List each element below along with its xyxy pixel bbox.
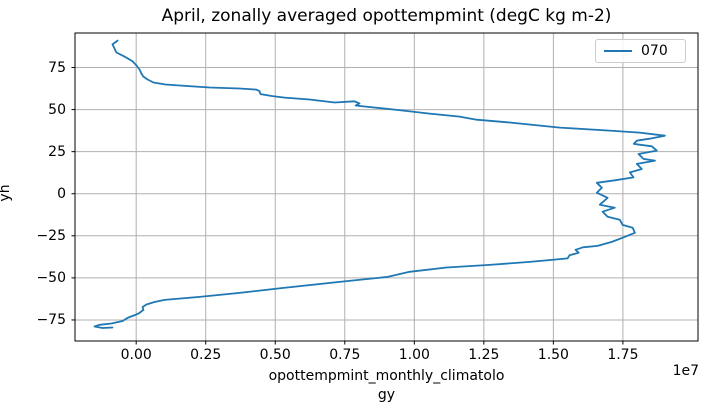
legend-entry-label: 070 — [641, 43, 668, 59]
x-tick-label: 1.25 — [468, 347, 500, 363]
x-tick-label: 0.50 — [259, 347, 291, 363]
x-axis-label-line1: opottempmint_monthly_climatolo — [268, 368, 505, 384]
x-tick-label: 0.75 — [329, 347, 361, 363]
x-tick-label: 1.00 — [398, 347, 430, 363]
x-tick-label: 0.25 — [190, 347, 222, 363]
y-tick-label: 75 — [48, 59, 66, 76]
y-tick-label: 50 — [48, 101, 66, 118]
y-tick-label: −25 — [36, 227, 66, 244]
y-tick-label: −50 — [36, 269, 66, 286]
y-tick-label: −75 — [36, 311, 66, 328]
y-tick-label: 0 — [57, 185, 66, 202]
x-tick-label: 1.50 — [537, 347, 569, 363]
axes-spines — [74, 32, 699, 342]
y-tick-label: 25 — [48, 143, 66, 160]
legend: 070 — [595, 39, 686, 63]
x-axis-label: opottempmint_monthly_climatolo gy — [75, 367, 698, 405]
chart-title: April, zonally averaged opottempmint (de… — [161, 6, 612, 26]
data-line-070 — [93, 39, 666, 329]
x-tick-label: 1.75 — [607, 347, 639, 363]
x-axis-label-line2: gy — [377, 387, 396, 403]
x-axis-offset-text: 1e7 — [672, 363, 699, 379]
x-tick-label: 0.00 — [120, 347, 152, 363]
legend-line-sample — [604, 50, 632, 52]
